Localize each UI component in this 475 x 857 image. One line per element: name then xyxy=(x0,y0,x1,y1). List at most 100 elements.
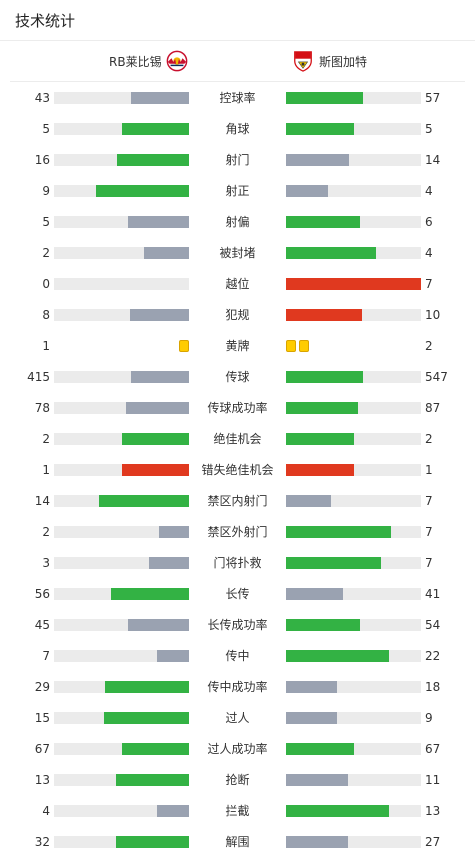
stat-row: 43 控球率 57 xyxy=(0,88,475,108)
away-stat-bar-track xyxy=(286,650,421,662)
home-stat-value: 1 xyxy=(42,339,50,353)
home-stat-bar-fill xyxy=(116,836,189,848)
stat-row: 15 过人 9 xyxy=(0,708,475,728)
stat-label: 过人成功率 xyxy=(207,742,268,756)
stat-row: 56 长传 41 xyxy=(0,584,475,604)
home-stat-bar-track xyxy=(54,557,189,569)
home-stat-bar-fill xyxy=(125,402,189,414)
away-stat-bar-fill xyxy=(286,92,363,104)
stat-row: 14 禁区内射门 7 xyxy=(0,491,475,511)
stat-row: 29 传中成功率 18 xyxy=(0,677,475,697)
stat-row: 1 黄牌 2 xyxy=(0,336,475,356)
away-stat-bar-track xyxy=(286,92,421,104)
stat-label: 解围 xyxy=(225,835,250,849)
home-stat-bar-fill xyxy=(105,681,189,693)
home-stat-value: 7 xyxy=(42,649,50,663)
stat-row: 1 错失绝佳机会 1 xyxy=(0,460,475,480)
stat-row: 415 传球 547 xyxy=(0,367,475,387)
home-stat-bar-track xyxy=(54,619,189,631)
stat-label: 绝佳机会 xyxy=(213,432,262,446)
away-stat-value: 11 xyxy=(425,773,441,787)
away-stat-bar-fill xyxy=(286,774,349,786)
home-stat-bar-track xyxy=(54,154,189,166)
home-team[interactable]: RB莱比锡 xyxy=(109,41,188,81)
stat-row: 2 禁区外射门 7 xyxy=(0,522,475,542)
away-stat-value: 27 xyxy=(425,835,441,849)
stat-label: 传球 xyxy=(225,370,250,384)
home-stat-value: 8 xyxy=(42,308,50,322)
yellow-card-icon xyxy=(286,340,296,352)
yellow-card-icon xyxy=(179,340,189,352)
home-stat-bar-track xyxy=(54,371,189,383)
home-stat-bar-track xyxy=(54,123,189,135)
home-stat-value: 0 xyxy=(42,277,50,291)
home-stat-value: 16 xyxy=(34,153,50,167)
home-stat-bar-fill xyxy=(156,650,189,662)
away-stat-value: 10 xyxy=(425,308,441,322)
away-stat-bar-track xyxy=(286,588,421,600)
away-stat-bar-fill xyxy=(286,681,338,693)
home-stat-bar-fill xyxy=(159,526,189,538)
stat-label: 错失绝佳机会 xyxy=(201,463,274,477)
home-stat-bar-fill xyxy=(98,495,189,507)
away-stat-value: 2 xyxy=(425,339,433,353)
away-stat-bar-track xyxy=(286,557,421,569)
teams-header: RB莱比锡 斯图加特 xyxy=(10,41,465,82)
home-stat-value: 9 xyxy=(42,184,50,198)
home-stat-value: 29 xyxy=(34,680,50,694)
away-stat-bar-fill xyxy=(286,154,350,166)
stat-row: 9 射正 4 xyxy=(0,181,475,201)
home-stat-value: 45 xyxy=(34,618,50,632)
home-stat-value: 14 xyxy=(34,494,50,508)
home-stat-value: 4 xyxy=(42,804,50,818)
home-stat-value: 78 xyxy=(34,401,50,415)
stat-label: 射正 xyxy=(225,184,250,198)
home-stat-bar-track xyxy=(54,92,189,104)
away-stat-value: 5 xyxy=(425,122,433,136)
away-stat-bar-track xyxy=(286,309,421,321)
away-stat-bar-track xyxy=(286,185,421,197)
stat-label: 犯规 xyxy=(225,308,250,322)
away-stat-bar-track xyxy=(286,774,421,786)
away-stat-value: 54 xyxy=(425,618,441,632)
away-stat-value: 57 xyxy=(425,91,441,105)
home-stat-value: 5 xyxy=(42,215,50,229)
away-stat-bar-track xyxy=(286,743,421,755)
home-stat-bar-fill xyxy=(121,743,189,755)
away-stat-bar-track xyxy=(286,371,421,383)
away-stat-bar-fill xyxy=(286,216,361,228)
home-stat-bar-fill xyxy=(130,371,189,383)
stat-row: 3 门将扑救 7 xyxy=(0,553,475,573)
home-stat-value: 415 xyxy=(27,370,50,384)
stat-row: 13 抢断 11 xyxy=(0,770,475,790)
stat-row: 8 犯规 10 xyxy=(0,305,475,325)
away-stat-value: 9 xyxy=(425,711,433,725)
stat-label: 传中成功率 xyxy=(207,680,268,694)
stat-row: 2 被封堵 4 xyxy=(0,243,475,263)
home-stat-bar-track xyxy=(54,650,189,662)
stat-label: 长传 xyxy=(225,587,250,601)
away-stat-value: 18 xyxy=(425,680,441,694)
away-stat-bar-fill xyxy=(286,526,392,538)
away-yellow-cards xyxy=(286,340,309,352)
away-stat-value: 7 xyxy=(425,494,433,508)
away-stat-bar-track xyxy=(286,712,421,724)
stat-row: 0 越位 7 xyxy=(0,274,475,294)
stat-row: 7 传中 22 xyxy=(0,646,475,666)
away-stat-bar-fill xyxy=(286,123,354,135)
away-stat-bar-fill xyxy=(286,371,363,383)
home-stat-bar-track xyxy=(54,681,189,693)
yellow-card-icon xyxy=(299,340,309,352)
away-stat-value: 547 xyxy=(425,370,448,384)
home-stat-bar-track xyxy=(54,526,189,538)
stat-row: 45 长传成功率 54 xyxy=(0,615,475,635)
away-stat-bar-track xyxy=(286,681,421,693)
home-stat-bar-track xyxy=(54,588,189,600)
home-stat-bar-fill xyxy=(128,216,189,228)
away-stat-value: 41 xyxy=(425,587,441,601)
away-team[interactable]: 斯图加特 xyxy=(292,41,367,81)
away-stat-bar-fill xyxy=(286,650,389,662)
away-stat-value: 87 xyxy=(425,401,441,415)
away-stat-bar-track xyxy=(286,433,421,445)
home-stat-bar-track xyxy=(54,805,189,817)
